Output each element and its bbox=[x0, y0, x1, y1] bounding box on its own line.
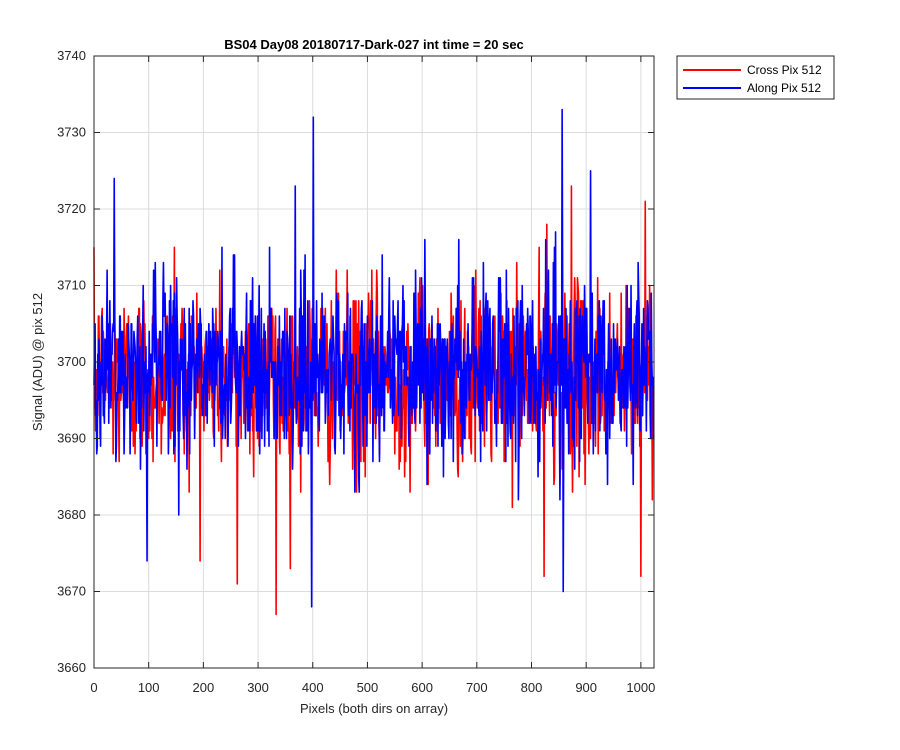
x-tick-label: 300 bbox=[247, 680, 269, 695]
y-tick-label: 3710 bbox=[57, 278, 86, 293]
x-tick-label: 100 bbox=[138, 680, 160, 695]
y-axis-label: Signal (ADU) @ pix 512 bbox=[30, 293, 45, 431]
legend-box bbox=[676, 55, 835, 100]
legend-label-along: Along Pix 512 bbox=[747, 81, 821, 95]
y-tick-label: 3660 bbox=[57, 660, 86, 675]
x-tick-label: 900 bbox=[575, 680, 597, 695]
y-tick-label: 3670 bbox=[57, 584, 86, 599]
x-tick-label: 1000 bbox=[626, 680, 655, 695]
x-tick-label: 700 bbox=[466, 680, 488, 695]
y-tick-label: 3680 bbox=[57, 507, 86, 522]
series-layer bbox=[93, 108, 655, 616]
x-tick-label: 200 bbox=[193, 680, 215, 695]
y-tick-label: 3690 bbox=[57, 431, 86, 446]
y-tick-label: 3720 bbox=[57, 201, 86, 216]
y-tick-label: 3730 bbox=[57, 125, 86, 140]
legend: Cross Pix 512 Along Pix 512 bbox=[676, 55, 835, 100]
series-line-along-pix-512 bbox=[93, 108, 655, 608]
x-tick-label: 600 bbox=[411, 680, 433, 695]
chart-title: BS04 Day08 20180717-Dark-027 int time = … bbox=[224, 37, 524, 52]
y-tick-label: 3740 bbox=[57, 48, 86, 63]
x-tick-label: 500 bbox=[357, 680, 379, 695]
legend-label-cross: Cross Pix 512 bbox=[747, 63, 822, 77]
x-tick-label: 0 bbox=[90, 680, 97, 695]
x-axis-label: Pixels (both dirs on array) bbox=[300, 701, 448, 716]
x-tick-label: 400 bbox=[302, 680, 324, 695]
y-tick-label: 3700 bbox=[57, 354, 86, 369]
axis-ticks: 0 100 200 300 400 500 600 700 800 900 1000 3660 3670… bbox=[57, 48, 655, 695]
x-tick-label: 800 bbox=[521, 680, 543, 695]
